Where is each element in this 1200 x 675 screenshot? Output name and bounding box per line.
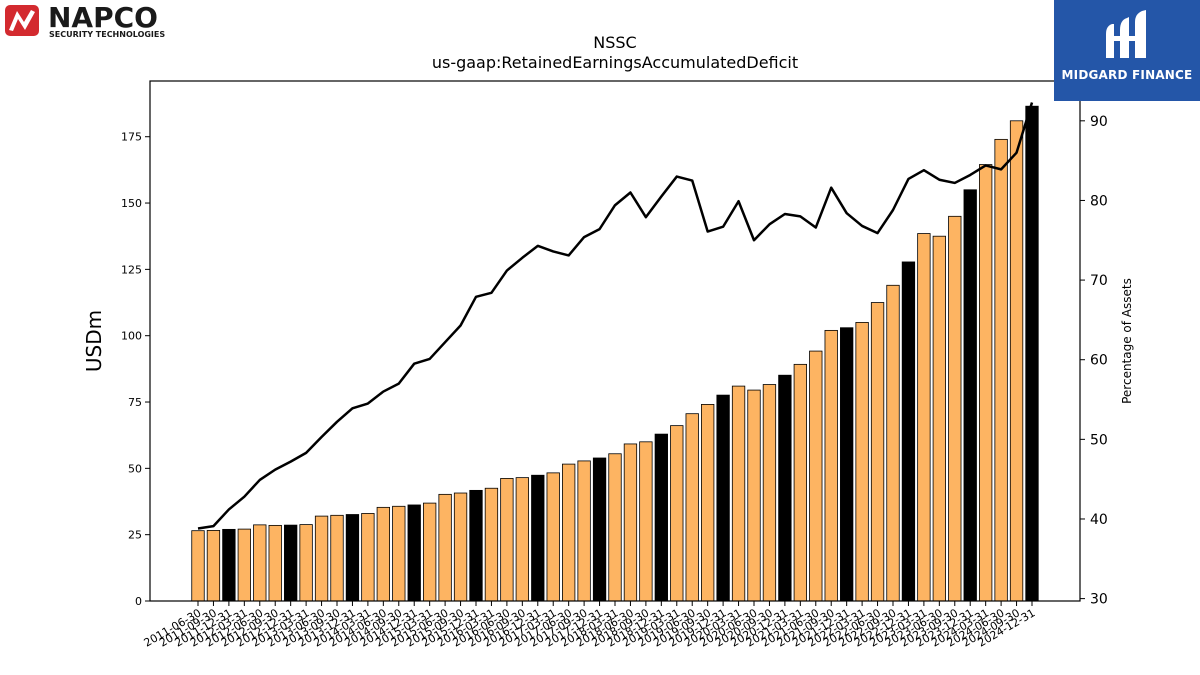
bar bbox=[685, 413, 699, 602]
bar bbox=[284, 524, 298, 602]
y2-tick-label: 40 bbox=[1090, 512, 1108, 528]
bar bbox=[253, 524, 267, 602]
bar bbox=[747, 389, 761, 602]
bar bbox=[268, 524, 282, 602]
bar bbox=[886, 284, 900, 602]
y2-tick-label: 50 bbox=[1090, 432, 1108, 448]
y-axis-left: 0 25 50 75 100 125 150 175 bbox=[121, 131, 150, 608]
bar bbox=[809, 350, 823, 602]
bar bbox=[469, 489, 483, 602]
bar bbox=[824, 329, 838, 602]
bar bbox=[299, 524, 313, 602]
bar bbox=[191, 530, 205, 602]
napco-tagline: SECURITY TECHNOLOGIES bbox=[49, 30, 165, 39]
line-series bbox=[197, 102, 1034, 530]
bar bbox=[562, 463, 576, 602]
bar bbox=[670, 425, 684, 602]
bar bbox=[531, 474, 545, 602]
bar bbox=[994, 138, 1008, 602]
bar bbox=[453, 492, 468, 602]
y-tick-label: 150 bbox=[121, 197, 142, 210]
bar bbox=[546, 472, 560, 602]
bar bbox=[623, 443, 638, 602]
bar bbox=[778, 374, 792, 602]
y-tick-label: 50 bbox=[128, 462, 142, 475]
bar bbox=[608, 453, 622, 602]
y2-tick-label: 90 bbox=[1090, 114, 1108, 130]
bar bbox=[592, 457, 607, 602]
bar bbox=[423, 502, 437, 602]
midgard-finance-logo: MIDGARD FINANCE bbox=[1054, 0, 1200, 101]
bar bbox=[731, 385, 746, 602]
y2-axis-label: Percentage of Assets bbox=[1120, 278, 1134, 404]
y2-tick-label: 60 bbox=[1090, 353, 1108, 369]
bar bbox=[330, 514, 344, 602]
bar bbox=[515, 477, 529, 602]
bar bbox=[840, 327, 854, 602]
x-axis: 2011-06-302011-09-302011-12-312012-03-31… bbox=[142, 601, 1038, 650]
napco-wordmark: NAPCO bbox=[48, 1, 158, 34]
bar bbox=[206, 530, 221, 602]
bar bbox=[438, 493, 452, 602]
midgard-wordmark: MIDGARD FINANCE bbox=[1061, 68, 1193, 82]
bar bbox=[901, 261, 916, 602]
bar bbox=[1025, 105, 1039, 602]
bar bbox=[932, 235, 946, 602]
bar bbox=[237, 528, 251, 602]
bar bbox=[793, 363, 807, 602]
y-tick-label: 100 bbox=[121, 330, 142, 343]
bar bbox=[762, 384, 777, 602]
bar bbox=[639, 441, 653, 602]
bar bbox=[484, 487, 499, 602]
chart-subtitle: us-gaap:RetainedEarningsAccumulatedDefic… bbox=[432, 53, 798, 72]
y-tick-label: 25 bbox=[128, 529, 142, 542]
y-tick-label: 0 bbox=[135, 595, 142, 608]
midgard-mark-icon bbox=[1106, 10, 1146, 58]
y-tick-label: 175 bbox=[121, 131, 142, 144]
y2-tick-label: 80 bbox=[1090, 193, 1108, 209]
bar-series bbox=[191, 105, 1039, 602]
bar bbox=[1009, 120, 1024, 602]
napco-logo: NAPCO SECURITY TECHNOLOGIES bbox=[0, 0, 215, 45]
y-axis-label: USDm bbox=[82, 310, 106, 372]
bar bbox=[963, 189, 977, 602]
bar bbox=[577, 460, 591, 602]
y2-tick-label: 70 bbox=[1090, 273, 1108, 289]
chart-title: NSSC bbox=[593, 33, 636, 52]
y-axis-right: 30 40 50 60 70 80 90 bbox=[1080, 114, 1108, 608]
bar bbox=[500, 478, 514, 602]
bar bbox=[654, 433, 668, 602]
bar bbox=[376, 506, 390, 602]
bar bbox=[345, 514, 360, 602]
bar bbox=[917, 233, 931, 602]
bar bbox=[979, 164, 993, 602]
bar bbox=[222, 528, 236, 602]
y-tick-label: 75 bbox=[128, 396, 142, 409]
bar bbox=[392, 505, 406, 602]
bar bbox=[314, 515, 329, 602]
bar bbox=[361, 513, 375, 602]
bar bbox=[407, 504, 421, 602]
y-tick-label: 125 bbox=[121, 263, 142, 276]
bar bbox=[870, 302, 885, 602]
bar bbox=[716, 394, 730, 602]
y2-tick-label: 30 bbox=[1090, 592, 1108, 608]
bar bbox=[948, 215, 962, 602]
percentage-line bbox=[197, 102, 1034, 530]
bar bbox=[855, 322, 869, 602]
bar bbox=[701, 404, 715, 602]
